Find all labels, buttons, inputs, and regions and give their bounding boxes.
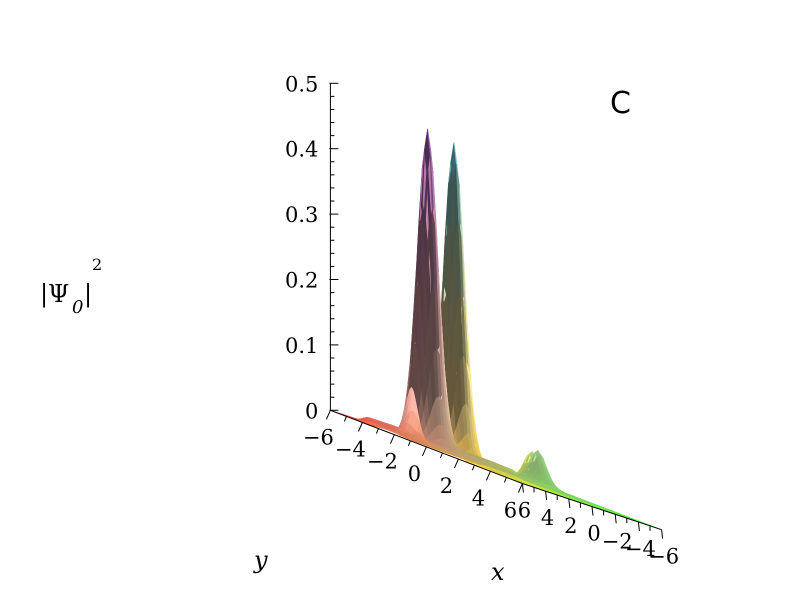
x-axis-tick-label: 0 <box>587 522 600 546</box>
x-axis-tick <box>521 483 524 493</box>
z-axis-tick-label: 0.4 <box>285 138 318 162</box>
y-axis-tick <box>453 458 459 469</box>
x-axis-tick-label: 2 <box>564 514 577 538</box>
x-axis-tick <box>545 491 548 501</box>
x-axis-tick-label: 6 <box>518 499 531 523</box>
y-axis-minor-tick <box>439 452 443 459</box>
z-axis-title: |Ψ 0 | 2 <box>40 255 102 318</box>
x-axis-tick <box>661 529 664 539</box>
y-axis-tick <box>517 483 523 493</box>
z-axis-tick-label: 0.3 <box>285 203 318 227</box>
y-axis-minor-tick <box>407 440 411 446</box>
y-axis-minor-tick <box>503 477 507 483</box>
y-axis-tick-label: −4 <box>335 438 366 462</box>
x-axis-tick <box>591 506 594 516</box>
y-axis-tick-label: 0 <box>408 462 421 486</box>
y-axis-tick <box>421 446 427 457</box>
x-axis-tick <box>637 521 640 532</box>
y-axis-tick <box>325 410 331 420</box>
z-axis-title-subscript: 0 <box>72 297 83 318</box>
y-axis-tick <box>357 422 363 432</box>
x-axis-tick-label: −2 <box>602 529 633 553</box>
z-axis-title-base: |Ψ <box>40 280 69 309</box>
z-axis-title-close: | <box>84 280 92 309</box>
x-axis-tick-label: 4 <box>541 506 554 530</box>
y-axis-minor-tick <box>471 465 475 471</box>
y-axis-minor-tick <box>343 416 347 422</box>
y-axis-tick-label: −6 <box>303 425 334 449</box>
x-axis-title: x <box>491 558 505 586</box>
y-axis-tick-label: 2 <box>440 474 453 498</box>
x-axis-tick-label: −4 <box>625 537 656 561</box>
z-axis-title-superscript: 2 <box>92 255 102 274</box>
panel-label: C <box>610 86 631 121</box>
y-axis-tick-label: −2 <box>367 450 398 474</box>
y-axis-tick-label: 4 <box>472 486 485 510</box>
y-axis-title: y <box>253 546 268 574</box>
z-axis-tick-label: 0 <box>305 399 318 423</box>
z-axis-tick-label: 0.2 <box>285 269 318 293</box>
x-axis-tick <box>568 498 571 508</box>
z-axis-tick-label: 0.1 <box>285 334 318 358</box>
z-axis-tick-label: 0.5 <box>285 72 318 96</box>
y-axis-tick <box>485 471 491 481</box>
y-axis-tick-label: 6 <box>504 499 517 523</box>
x-axis-tick-label: −6 <box>648 545 679 569</box>
y-axis-tick <box>389 434 395 444</box>
x-axis-tick <box>614 514 617 524</box>
y-axis-minor-tick <box>375 428 379 434</box>
